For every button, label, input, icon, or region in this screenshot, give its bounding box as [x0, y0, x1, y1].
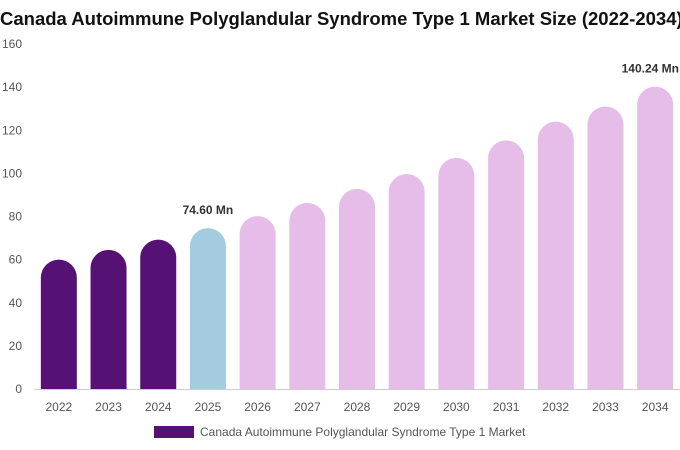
bar-2033	[587, 106, 624, 389]
data-label-2025: 74.60 Mn	[183, 203, 234, 217]
x-tick-label: 2030	[443, 400, 470, 414]
x-tick-label: 2031	[493, 400, 520, 414]
bar-2023	[90, 249, 127, 389]
x-tick-label: 2022	[45, 400, 72, 414]
bar-2029	[388, 174, 425, 389]
chart-title: Canada Autoimmune Polyglandular Syndrome…	[0, 8, 680, 29]
bar-2030	[438, 157, 475, 389]
y-tick-label: 100	[2, 166, 22, 180]
x-tick-label: 2028	[344, 400, 371, 414]
x-tick-label: 2027	[294, 400, 321, 414]
x-tick-label: 2033	[592, 400, 619, 414]
data-label-2034: 140.24 Mn	[622, 62, 679, 76]
bar-2028	[339, 188, 375, 389]
x-tick-label: 2026	[244, 400, 271, 414]
x-tick-label: 2032	[542, 400, 569, 414]
y-axis-ticks: 0 20 40 60 80 100 120 140 160	[2, 37, 22, 396]
x-tick-label: 2023	[95, 400, 122, 414]
bar-2032	[537, 121, 574, 389]
legend-label: Canada Autoimmune Polyglandular Syndrome…	[200, 425, 526, 439]
y-tick-label: 60	[9, 253, 23, 267]
bar-2026	[239, 216, 276, 389]
y-tick-label: 140	[2, 80, 22, 94]
y-tick-label: 40	[9, 296, 23, 310]
bar-2024	[140, 239, 177, 389]
bar-2027	[289, 202, 326, 389]
data-labels: 74.60 Mn 140.24 Mn	[183, 62, 679, 218]
bar-2022	[40, 259, 77, 389]
y-tick-label: 80	[9, 210, 23, 224]
bar-2031	[488, 140, 525, 389]
y-tick-label: 20	[9, 339, 23, 353]
bars	[40, 86, 674, 390]
x-axis-ticks: 2022 2023 2024 2025 2026 2027 2028 2029 2030 2031…	[45, 400, 668, 414]
bar-2034	[637, 86, 674, 390]
x-tick-label: 2034	[642, 400, 669, 414]
y-tick-label: 160	[2, 37, 22, 51]
legend-swatch	[154, 426, 194, 438]
legend: Canada Autoimmune Polyglandular Syndrome…	[154, 425, 525, 439]
x-tick-label: 2024	[145, 400, 172, 414]
x-tick-label: 2029	[393, 400, 420, 414]
y-tick-label: 120	[2, 123, 22, 137]
y-tick-label: 0	[15, 382, 22, 396]
x-tick-label: 2025	[195, 400, 222, 414]
bar-2025	[189, 228, 226, 389]
